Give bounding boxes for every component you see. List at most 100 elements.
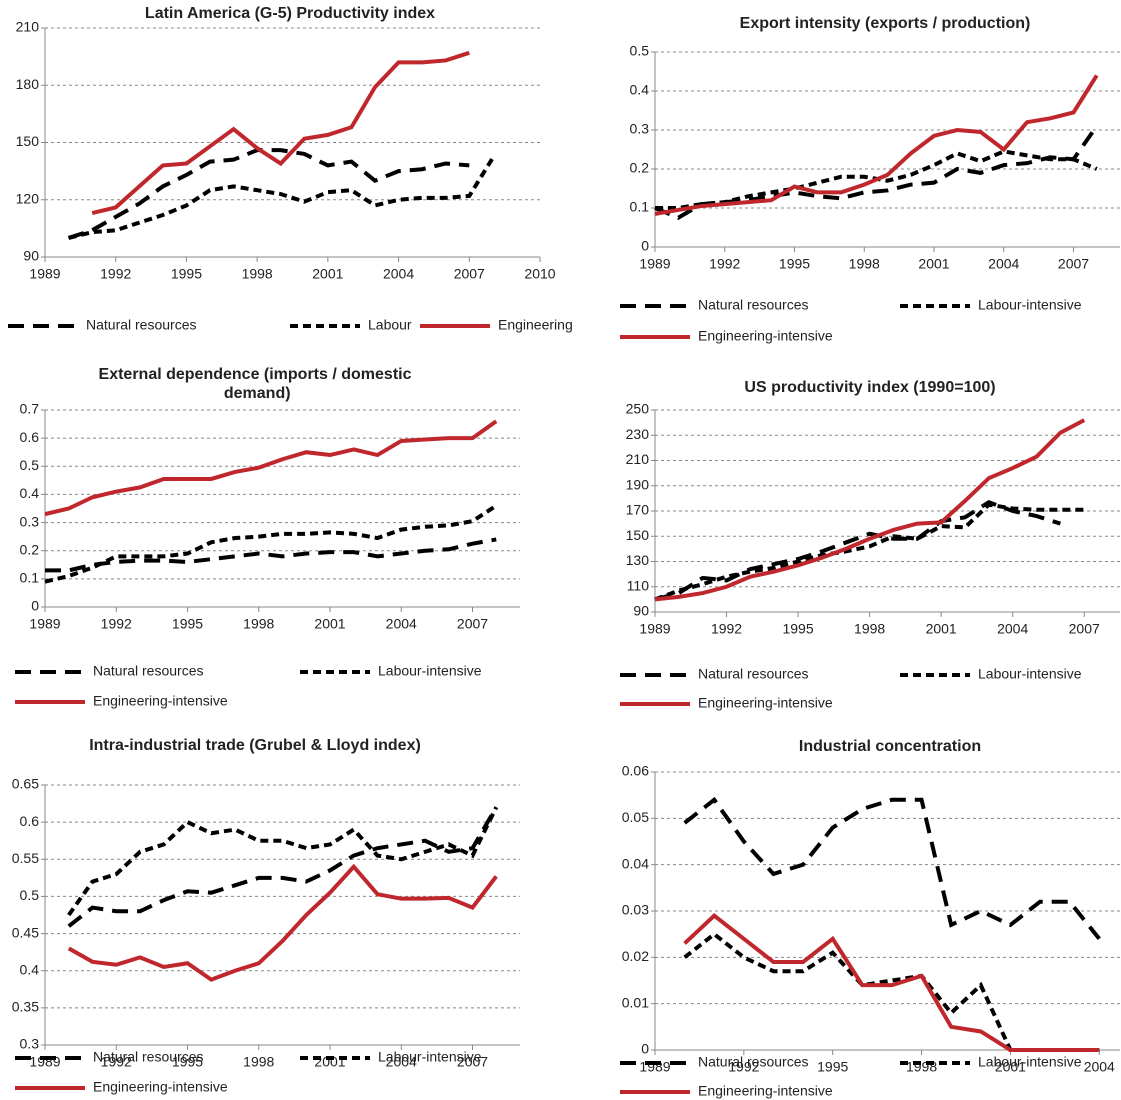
legend-label: Natural resources bbox=[698, 297, 809, 313]
x-tick-label: 2010 bbox=[524, 266, 555, 282]
series-line bbox=[67, 806, 499, 917]
chart-title: Export intensity (exports / production) bbox=[740, 15, 1031, 32]
legend-label: Labour-intensive bbox=[978, 666, 1082, 682]
y-tick-label: 0.55 bbox=[12, 850, 39, 866]
x-tick-label: 2001 bbox=[918, 256, 949, 272]
x-tick-label: 1998 bbox=[854, 621, 885, 637]
y-tick-label: 150 bbox=[626, 527, 650, 543]
x-tick-label: 1992 bbox=[101, 1054, 132, 1070]
x-tick-label: 2004 bbox=[383, 266, 414, 282]
series-line bbox=[68, 156, 495, 240]
chart-title: Intra-industrial trade (Grubel & Lloyd i… bbox=[89, 737, 421, 754]
x-tick-label: 1995 bbox=[172, 1054, 203, 1070]
x-tick-label: 1992 bbox=[709, 256, 740, 272]
y-tick-label: 0.06 bbox=[622, 763, 649, 779]
y-tick-label: 190 bbox=[626, 476, 650, 492]
series-line bbox=[67, 806, 498, 928]
x-tick-label: 1995 bbox=[172, 616, 203, 632]
y-tick-label: 90 bbox=[23, 248, 39, 264]
legend-label: Labour bbox=[368, 317, 412, 333]
x-tick-label: 2004 bbox=[997, 621, 1028, 637]
y-tick-label: 0.02 bbox=[622, 948, 649, 964]
chart-title: External dependence (imports / domestic … bbox=[99, 366, 412, 402]
chart-title: US productivity index (1990=100) bbox=[744, 379, 995, 396]
series-line bbox=[91, 50, 470, 216]
y-tick-label: 0 bbox=[31, 598, 39, 614]
x-tick-label: 1992 bbox=[711, 621, 742, 637]
legend-label: Natural resources bbox=[93, 1049, 204, 1065]
y-tick-label: 150 bbox=[16, 133, 40, 149]
x-tick-label: 2007 bbox=[1069, 621, 1100, 637]
y-tick-label: 170 bbox=[626, 502, 650, 518]
y-tick-label: 0.3 bbox=[630, 121, 650, 137]
y-tick-label: 0.35 bbox=[12, 999, 39, 1015]
y-tick-label: 0.04 bbox=[622, 855, 649, 871]
y-tick-label: 0.1 bbox=[630, 199, 650, 215]
legend-label: Engineering-intensive bbox=[93, 693, 228, 709]
y-tick-label: 0.03 bbox=[622, 902, 649, 918]
x-tick-label: 2004 bbox=[1084, 1059, 1115, 1075]
y-tick-label: 0.5 bbox=[20, 457, 40, 473]
series-line bbox=[44, 419, 498, 517]
y-tick-label: 0.3 bbox=[20, 513, 40, 529]
x-tick-label: 2001 bbox=[314, 1054, 345, 1070]
x-tick-label: 1995 bbox=[779, 256, 810, 272]
y-tick-label: 230 bbox=[626, 426, 650, 442]
x-tick-label: 1998 bbox=[243, 616, 274, 632]
series-line bbox=[44, 504, 498, 584]
x-tick-label: 2001 bbox=[314, 616, 345, 632]
series-line bbox=[654, 418, 1086, 602]
y-tick-label: 0.65 bbox=[12, 776, 39, 792]
y-tick-label: 210 bbox=[626, 451, 650, 467]
x-tick-label: 1998 bbox=[242, 266, 273, 282]
x-tick-label: 1998 bbox=[849, 256, 880, 272]
y-tick-label: 210 bbox=[16, 19, 40, 35]
legend-label: Engineering-intensive bbox=[93, 1079, 228, 1095]
x-tick-label: 1989 bbox=[29, 616, 60, 632]
x-tick-label: 1992 bbox=[728, 1059, 759, 1075]
x-tick-label: 1989 bbox=[639, 256, 670, 272]
y-tick-label: 0.5 bbox=[630, 43, 650, 59]
x-tick-label: 1998 bbox=[243, 1054, 274, 1070]
legend-label: Engineering-intensive bbox=[698, 695, 833, 711]
x-tick-label: 2004 bbox=[386, 1054, 417, 1070]
y-tick-label: 0.5 bbox=[20, 887, 40, 903]
y-tick-label: 0.7 bbox=[20, 401, 40, 417]
y-tick-label: 0 bbox=[641, 1041, 649, 1057]
y-tick-label: 0.45 bbox=[12, 924, 39, 940]
legend-label: Natural resources bbox=[698, 1054, 809, 1070]
x-tick-label: 2001 bbox=[926, 621, 957, 637]
legend-label: Natural resources bbox=[93, 663, 204, 679]
x-tick-label: 2001 bbox=[995, 1059, 1026, 1075]
legend-label: Engineering bbox=[498, 317, 573, 333]
legend-label: Labour-intensive bbox=[978, 1054, 1082, 1070]
legend-label: Natural resources bbox=[698, 666, 809, 682]
legend-label: Labour-intensive bbox=[378, 663, 482, 679]
series-line bbox=[654, 74, 1099, 216]
y-tick-label: 0.01 bbox=[622, 994, 649, 1010]
legend-label: Labour-intensive bbox=[378, 1049, 482, 1065]
x-tick-label: 2007 bbox=[1058, 256, 1089, 272]
x-tick-label: 2007 bbox=[457, 616, 488, 632]
x-tick-label: 1995 bbox=[171, 266, 202, 282]
chart-title: Latin America (G-5) Productivity index bbox=[145, 5, 435, 22]
x-tick-label: 1995 bbox=[782, 621, 813, 637]
y-tick-label: 0.2 bbox=[630, 160, 650, 176]
y-tick-label: 130 bbox=[626, 552, 650, 568]
x-tick-label: 1992 bbox=[101, 616, 132, 632]
series-line bbox=[654, 502, 1085, 602]
x-tick-label: 2007 bbox=[454, 266, 485, 282]
x-tick-label: 2004 bbox=[386, 616, 417, 632]
series-line bbox=[67, 863, 498, 982]
y-tick-label: 0.4 bbox=[20, 485, 40, 501]
y-tick-label: 90 bbox=[633, 603, 649, 619]
y-tick-label: 0 bbox=[641, 238, 649, 254]
series-line bbox=[683, 913, 1100, 1052]
series-line bbox=[683, 796, 1101, 941]
y-tick-label: 180 bbox=[16, 76, 40, 92]
x-tick-label: 1995 bbox=[817, 1059, 848, 1075]
y-tick-label: 0.2 bbox=[20, 541, 40, 557]
series-line bbox=[683, 931, 1100, 1052]
y-tick-label: 0.05 bbox=[622, 809, 649, 825]
